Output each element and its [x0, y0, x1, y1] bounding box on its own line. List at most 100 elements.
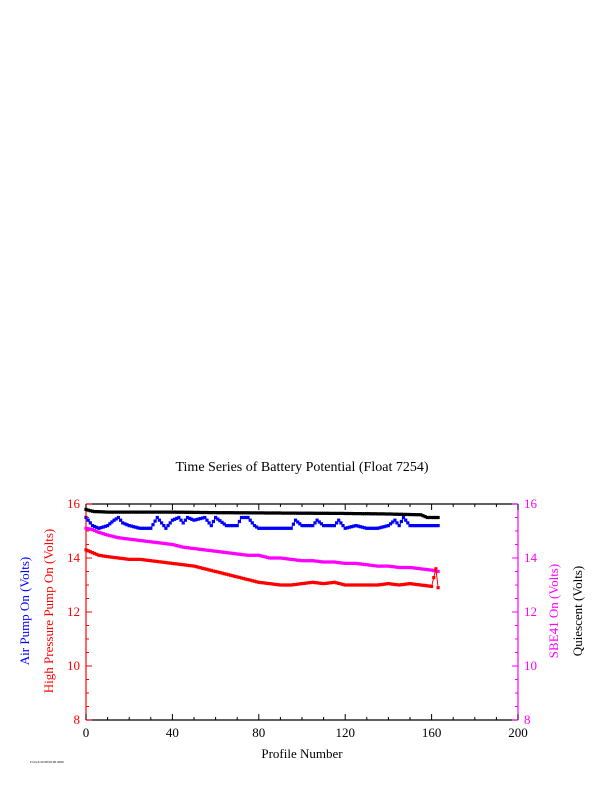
- data-point: [220, 511, 224, 515]
- data-point: [144, 510, 149, 514]
- data-point: [194, 510, 198, 514]
- data-point: [131, 510, 136, 514]
- data-point: [201, 566, 205, 570]
- data-point: [389, 564, 393, 568]
- data-point: [175, 510, 179, 514]
- data-point: [188, 516, 192, 520]
- data-point: [106, 524, 110, 528]
- data-point: [360, 512, 365, 516]
- data-point: [177, 562, 181, 566]
- data-point: [125, 557, 129, 561]
- data-point: [399, 565, 403, 570]
- data-point: [399, 519, 403, 524]
- data-point: [302, 511, 306, 515]
- data-point: [263, 555, 267, 559]
- data-point: [259, 581, 263, 585]
- data-point: [116, 515, 120, 520]
- data-point: [319, 560, 323, 564]
- data-point: [326, 524, 330, 528]
- data-point: [101, 554, 105, 558]
- data-point: [144, 539, 149, 543]
- data-point: [261, 581, 265, 585]
- data-point: [378, 526, 382, 530]
- data-point: [350, 561, 354, 565]
- data-point: [160, 521, 164, 525]
- data-point: [93, 524, 97, 529]
- data-point: [354, 583, 358, 587]
- data-point: [114, 535, 118, 539]
- data-point: [235, 552, 239, 556]
- data-point: [263, 511, 267, 515]
- data-point: [304, 511, 308, 515]
- data-point: [86, 518, 90, 522]
- data-point: [166, 510, 170, 514]
- data-point: [341, 582, 345, 587]
- data-point: [296, 582, 300, 586]
- data-point: [343, 583, 347, 587]
- data-point: [157, 560, 161, 564]
- plot-frame: [85, 503, 519, 721]
- data-point: [421, 583, 425, 587]
- data-point: [151, 559, 155, 563]
- data-point: [99, 526, 103, 530]
- data-point: [207, 521, 211, 525]
- data-point: [196, 565, 200, 569]
- data-point: [432, 515, 436, 520]
- data-point: [330, 524, 334, 528]
- data-point: [296, 558, 300, 562]
- data-point: [201, 510, 205, 515]
- data-point: [335, 560, 339, 564]
- data-point: [313, 559, 317, 563]
- data-point: [278, 526, 282, 530]
- data-point: [322, 511, 326, 515]
- data-point: [412, 513, 416, 517]
- data-point: [311, 559, 315, 563]
- data-point: [278, 583, 282, 587]
- data-point: [406, 512, 410, 517]
- data-point: [198, 547, 203, 551]
- data-point: [179, 545, 183, 549]
- data-point: [285, 511, 289, 515]
- data-point: [265, 581, 269, 585]
- data-point: [404, 512, 408, 516]
- data-point: [386, 564, 390, 568]
- data-point: [276, 526, 280, 530]
- data-point: [326, 581, 330, 585]
- data-point: [211, 569, 215, 573]
- data-point: [319, 522, 323, 526]
- data-point: [86, 549, 90, 553]
- data-point: [127, 524, 131, 528]
- data-point: [341, 524, 345, 528]
- data-point: [203, 510, 207, 515]
- data-point: [246, 553, 250, 557]
- data-point: [134, 510, 138, 514]
- data-point: [99, 554, 103, 558]
- data-point: [373, 583, 377, 587]
- data-point: [263, 526, 267, 530]
- data-point: [347, 511, 352, 516]
- data-point: [386, 524, 390, 528]
- data-point: [363, 562, 367, 567]
- data-point: [406, 565, 410, 570]
- data-point: [170, 542, 174, 547]
- data-point: [257, 511, 261, 515]
- data-point: [231, 524, 235, 528]
- data-point: [265, 511, 269, 515]
- data-point: [201, 516, 205, 520]
- data-point: [371, 526, 375, 530]
- data-point: [239, 552, 244, 557]
- data-point: [408, 524, 412, 528]
- data-point: [250, 553, 254, 557]
- data-point: [97, 553, 101, 557]
- data-point: [369, 512, 373, 516]
- data-point: [393, 512, 397, 516]
- data-point: [278, 511, 282, 515]
- right-outer-axis-label: Quiescent (Volts): [570, 566, 585, 656]
- data-point: [209, 511, 213, 515]
- data-point: [173, 510, 177, 514]
- data-point: [239, 576, 244, 580]
- data-point: [436, 586, 440, 590]
- data-point: [149, 559, 153, 563]
- data-point: [339, 511, 343, 515]
- data-point: [365, 563, 369, 567]
